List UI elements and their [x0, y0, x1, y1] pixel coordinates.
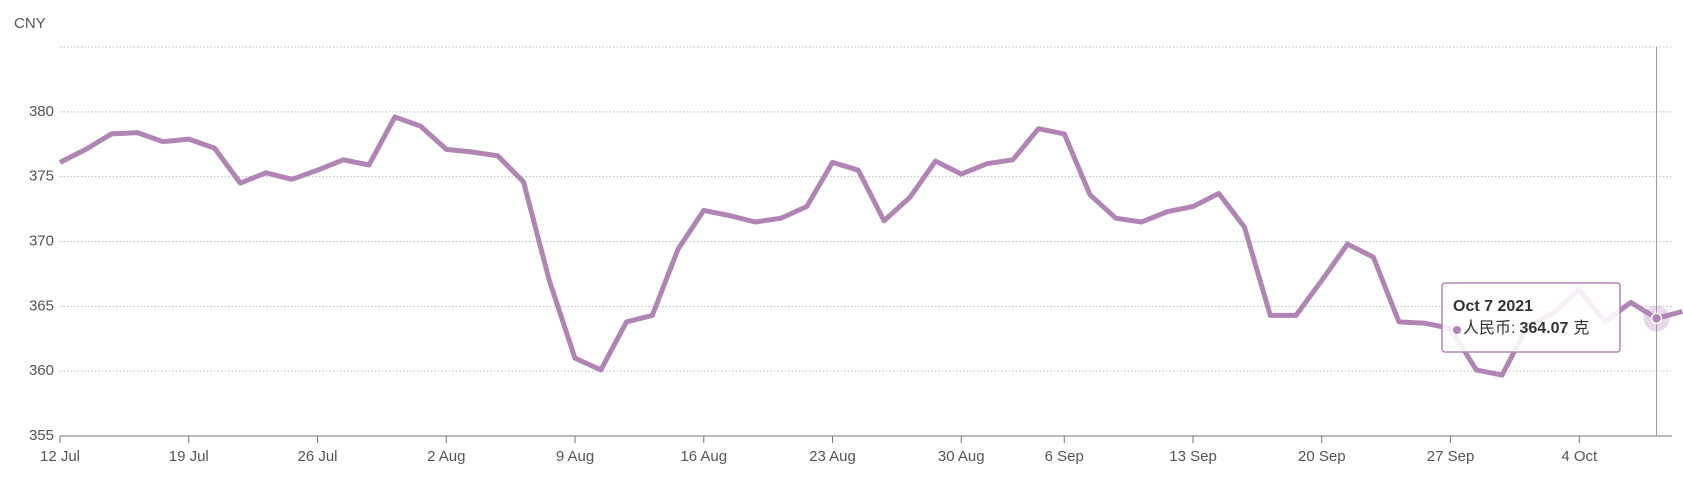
- y-axis-label: CNY: [14, 15, 46, 32]
- x-tick-label: 23 Aug: [809, 448, 856, 465]
- x-tick-label: 13 Sep: [1169, 448, 1217, 465]
- y-tick-label: 380: [29, 103, 54, 120]
- x-tick-label: 9 Aug: [556, 448, 594, 465]
- tooltip-title: Oct 7 2021: [1453, 298, 1533, 315]
- y-tick-label: 360: [29, 362, 54, 379]
- tooltip-value: 364.07: [1519, 320, 1568, 337]
- tooltip-row: 人民币: 364.07 克: [1463, 319, 1589, 337]
- hover-point: [1650, 312, 1663, 325]
- x-tick-label: 6 Sep: [1045, 448, 1084, 465]
- x-tick-label: 30 Aug: [938, 448, 985, 465]
- x-tick-label: 4 Oct: [1561, 448, 1598, 465]
- line-series: [58, 114, 1683, 378]
- x-tick-label: 20 Sep: [1298, 448, 1346, 465]
- tooltip-dot: [1453, 326, 1461, 334]
- x-tick-label: 16 Aug: [680, 448, 727, 465]
- y-tick-label: 375: [29, 168, 54, 185]
- x-tick-label: 12 Jul: [40, 448, 80, 465]
- y-tick-label: 370: [29, 232, 54, 249]
- y-tick-label: 365: [29, 297, 54, 314]
- x-tick-label: 26 Jul: [297, 448, 337, 465]
- tooltip-unit: 克: [1573, 319, 1589, 337]
- x-tick-label: 27 Sep: [1427, 448, 1475, 465]
- tooltip-label: 人民币:: [1463, 319, 1515, 337]
- y-tick-label: 355: [29, 427, 54, 444]
- x-tick-label: 19 Jul: [169, 448, 209, 465]
- x-tick-label: 2 Aug: [427, 448, 465, 465]
- tooltip-box: [1441, 282, 1621, 353]
